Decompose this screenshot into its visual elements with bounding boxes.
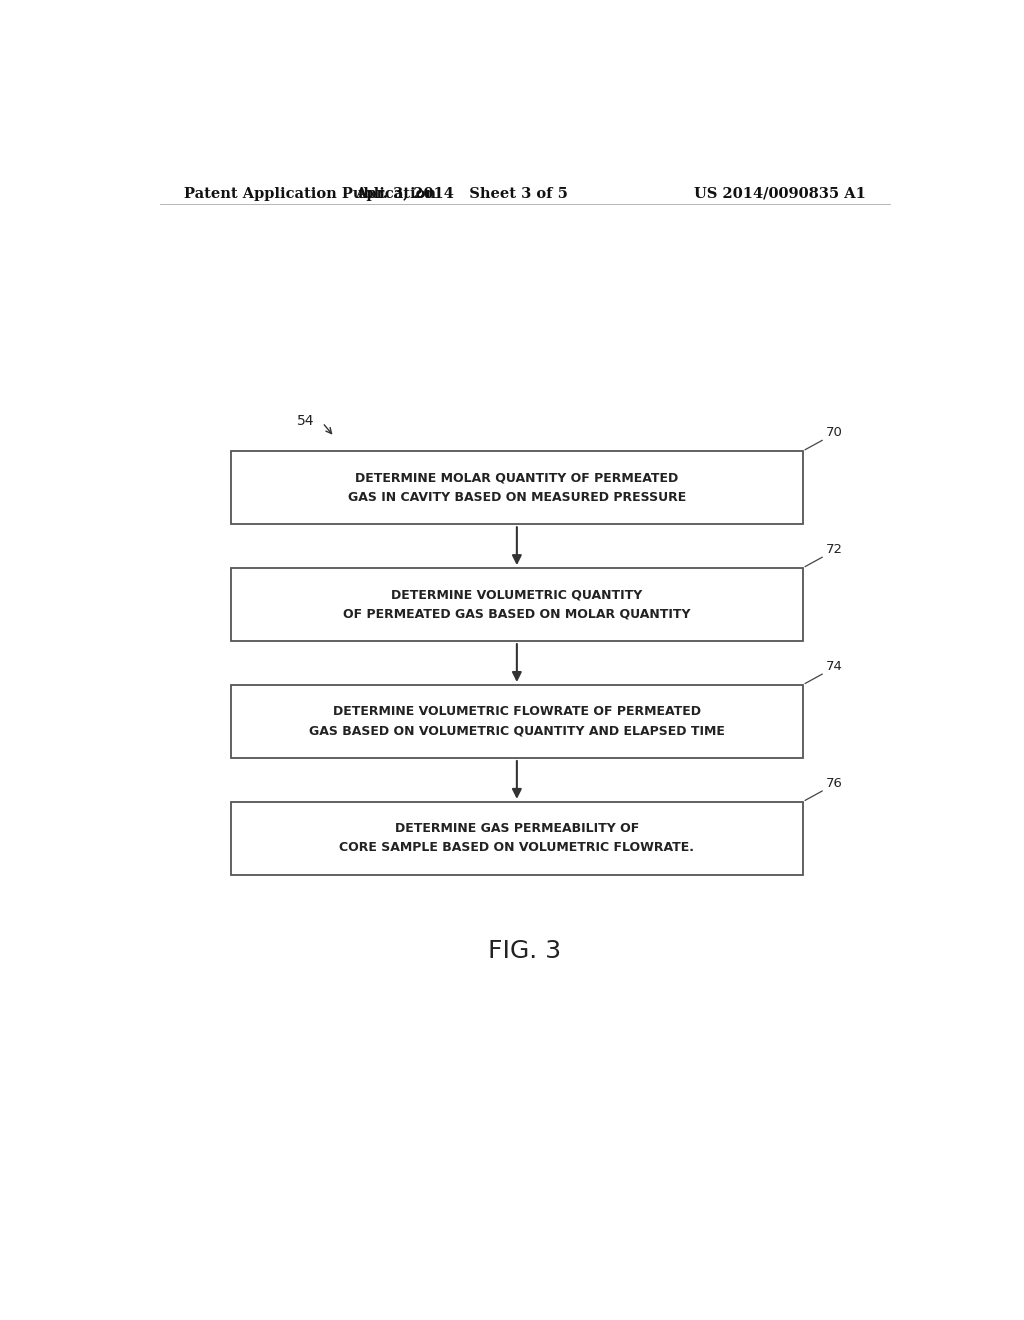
Text: 72: 72 xyxy=(826,543,844,556)
Text: DETERMINE MOLAR QUANTITY OF PERMEATED
GAS IN CAVITY BASED ON MEASURED PRESSURE: DETERMINE MOLAR QUANTITY OF PERMEATED GA… xyxy=(348,471,686,504)
FancyBboxPatch shape xyxy=(231,568,803,642)
Text: DETERMINE VOLUMETRIC QUANTITY
OF PERMEATED GAS BASED ON MOLAR QUANTITY: DETERMINE VOLUMETRIC QUANTITY OF PERMEAT… xyxy=(343,589,690,620)
FancyBboxPatch shape xyxy=(231,685,803,758)
Text: 70: 70 xyxy=(826,426,843,440)
Text: 54: 54 xyxy=(297,413,314,428)
FancyBboxPatch shape xyxy=(231,451,803,524)
Text: Patent Application Publication: Patent Application Publication xyxy=(183,187,435,201)
Text: US 2014/0090835 A1: US 2014/0090835 A1 xyxy=(694,187,866,201)
Text: FIG. 3: FIG. 3 xyxy=(488,940,561,964)
Text: 76: 76 xyxy=(826,776,843,789)
Text: Apr. 3, 2014   Sheet 3 of 5: Apr. 3, 2014 Sheet 3 of 5 xyxy=(355,187,567,201)
FancyBboxPatch shape xyxy=(231,801,803,875)
Text: DETERMINE GAS PERMEABILITY OF
CORE SAMPLE BASED ON VOLUMETRIC FLOWRATE.: DETERMINE GAS PERMEABILITY OF CORE SAMPL… xyxy=(339,822,694,854)
Text: DETERMINE VOLUMETRIC FLOWRATE OF PERMEATED
GAS BASED ON VOLUMETRIC QUANTITY AND : DETERMINE VOLUMETRIC FLOWRATE OF PERMEAT… xyxy=(309,705,725,738)
Text: 74: 74 xyxy=(826,660,843,673)
